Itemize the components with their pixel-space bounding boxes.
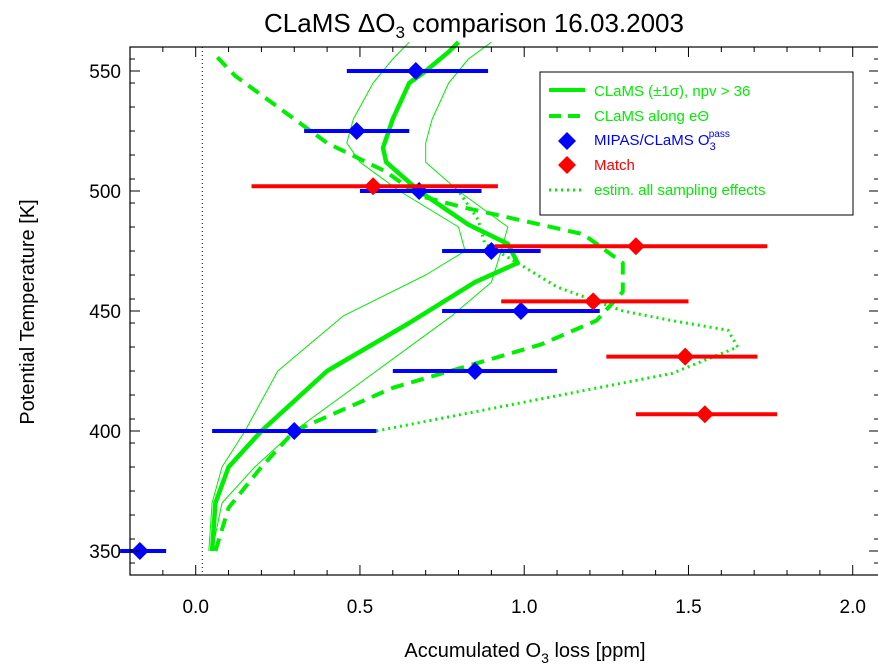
- x-tick-label-1: 0.5: [347, 597, 373, 618]
- mipas-point-3: [511, 302, 530, 320]
- legend-match-marker: [558, 156, 576, 174]
- mipas-point-7: [406, 62, 425, 80]
- series-line-1: [211, 41, 509, 552]
- plot-frame: [129, 46, 878, 576]
- x-tick-label-2: 1.0: [511, 597, 537, 618]
- chart-title: CLaMS ΔO3 comparison 16.03.2003: [264, 8, 684, 42]
- match-point-1: [676, 347, 695, 366]
- legend-label-match: Match: [594, 157, 635, 174]
- axis-ticks: 0.0 0.5 1.0 1.5 2.0 350 400 450 500 550: [89, 47, 878, 618]
- series-line-4: [376, 190, 740, 433]
- mipas-point-2: [465, 362, 484, 380]
- match-point-4: [364, 177, 383, 196]
- x-tick-label-4: 2.0: [840, 597, 866, 618]
- match-point-2: [584, 292, 603, 311]
- y-tick-label-2: 450: [89, 302, 121, 323]
- y-tick-label-4: 550: [89, 62, 121, 83]
- y-tick-label-0: 350: [89, 542, 121, 563]
- mipas-point-1: [285, 422, 304, 440]
- legend-mipas-marker: [558, 132, 576, 150]
- match-point-3: [626, 237, 645, 256]
- legend-label-mipas: MIPAS/CLaMS O3pass: [594, 129, 730, 153]
- series-line-2: [208, 41, 466, 552]
- legend-label-sampling: estim. all sampling effects: [594, 182, 765, 199]
- legend-box: [539, 71, 854, 216]
- y-tick-label-1: 400: [89, 422, 121, 443]
- mipas-point-6: [347, 122, 366, 140]
- series-line-0: [209, 40, 520, 552]
- x-tick-label-0: 0.0: [182, 597, 208, 618]
- x-axis-label: Accumulated O3 loss [ppm]: [404, 640, 645, 666]
- legend-label-clams: CLaMS (±1σ), npv > 36: [594, 83, 750, 100]
- legend-label-clams-along: CLaMS along eΘ: [594, 108, 709, 125]
- series-line-3: [210, 50, 625, 552]
- plot-area: [120, 40, 778, 575]
- y-axis-label: Potential Temperature [K]: [17, 199, 39, 424]
- x-tick-label-3: 1.5: [675, 597, 701, 618]
- match-point-0: [695, 405, 714, 424]
- y-tick-label-3: 500: [89, 182, 121, 203]
- legend: CLaMS (±1σ), npv > 36 CLaMS along eΘ MIP…: [539, 71, 854, 216]
